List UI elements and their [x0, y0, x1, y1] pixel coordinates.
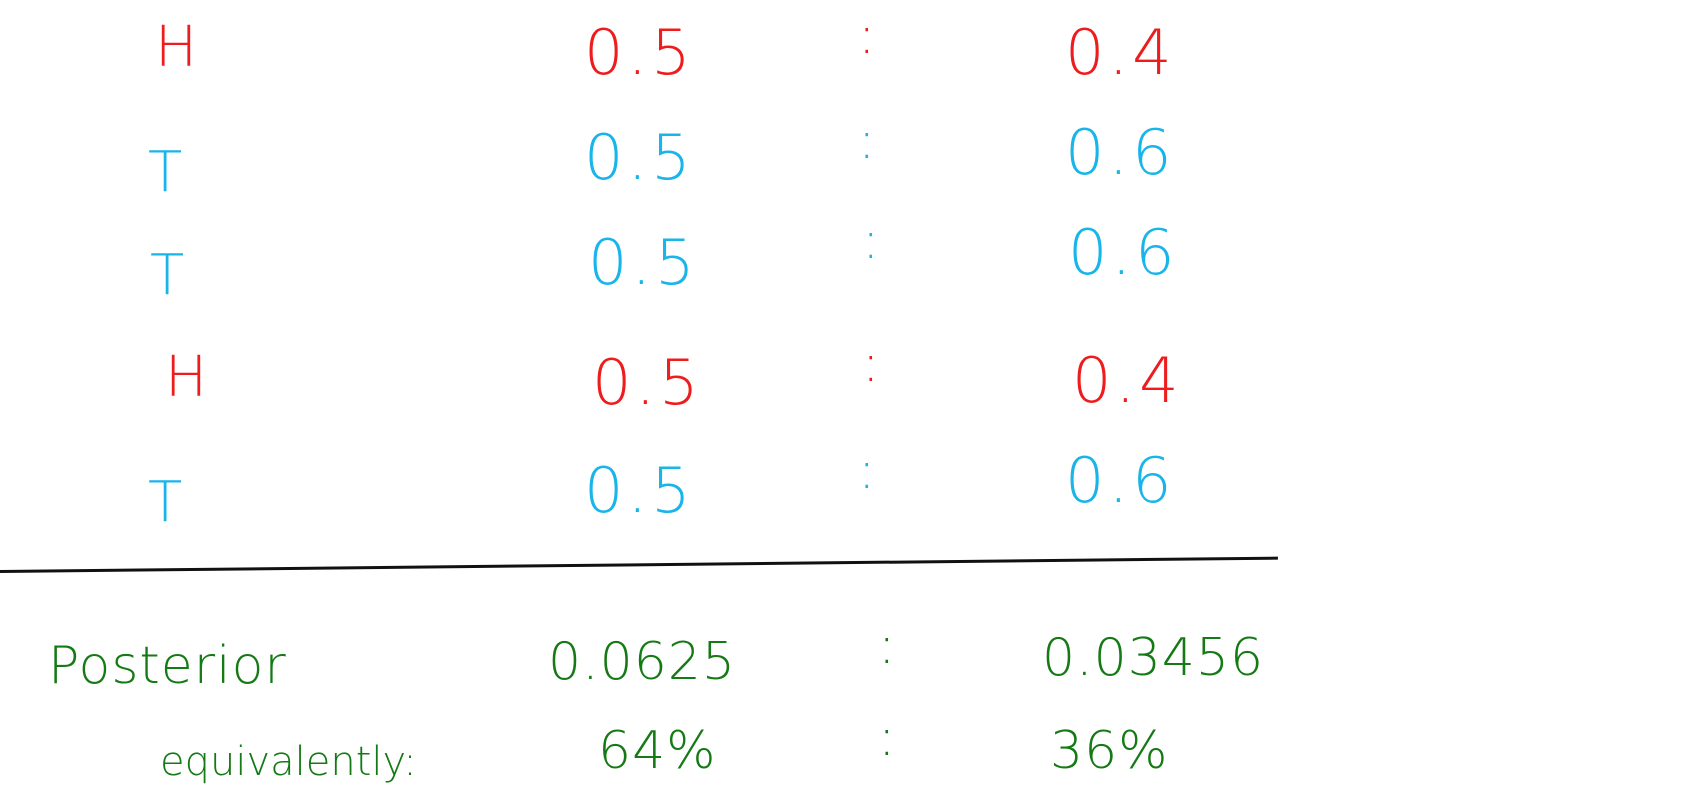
- posterior-right-percent: 36%: [1050, 721, 1169, 781]
- equivalently-label: equivalently:: [160, 739, 417, 785]
- row-5-outcome: T: [148, 470, 183, 535]
- row-5-right-value: 0.6: [1065, 444, 1176, 517]
- row-2-separator: :: [858, 111, 876, 171]
- row-3-left-value: 0.5: [588, 226, 699, 299]
- row-3-separator: :: [862, 211, 880, 271]
- row-4-separator: :: [862, 334, 880, 394]
- posterior-separator: :: [878, 616, 896, 676]
- sum-divider-line: [0, 556, 1278, 573]
- row-3-outcome: T: [150, 243, 185, 308]
- row-2-outcome: T: [148, 140, 183, 205]
- posterior-right-value: 0.03456: [1042, 628, 1265, 688]
- posterior-left-percent: 64%: [598, 721, 717, 781]
- posterior-left-value: 0.0625: [548, 632, 736, 692]
- posterior-percent-separator: :: [878, 708, 896, 768]
- row-1-left-value: 0.5: [584, 16, 695, 89]
- row-1-outcome: H: [155, 15, 198, 80]
- row-1-right-value: 0.4: [1065, 16, 1176, 89]
- row-3-right-value: 0.6: [1068, 216, 1179, 289]
- row-1-separator: :: [858, 6, 876, 66]
- row-5-separator: :: [858, 441, 876, 501]
- posterior-label: Posterior: [48, 636, 287, 696]
- row-2-left-value: 0.5: [584, 121, 695, 194]
- row-2-right-value: 0.6: [1065, 116, 1176, 189]
- row-4-left-value: 0.5: [592, 346, 703, 419]
- row-4-outcome: H: [165, 345, 208, 410]
- row-4-right-value: 0.4: [1072, 344, 1183, 417]
- row-5-left-value: 0.5: [584, 454, 695, 527]
